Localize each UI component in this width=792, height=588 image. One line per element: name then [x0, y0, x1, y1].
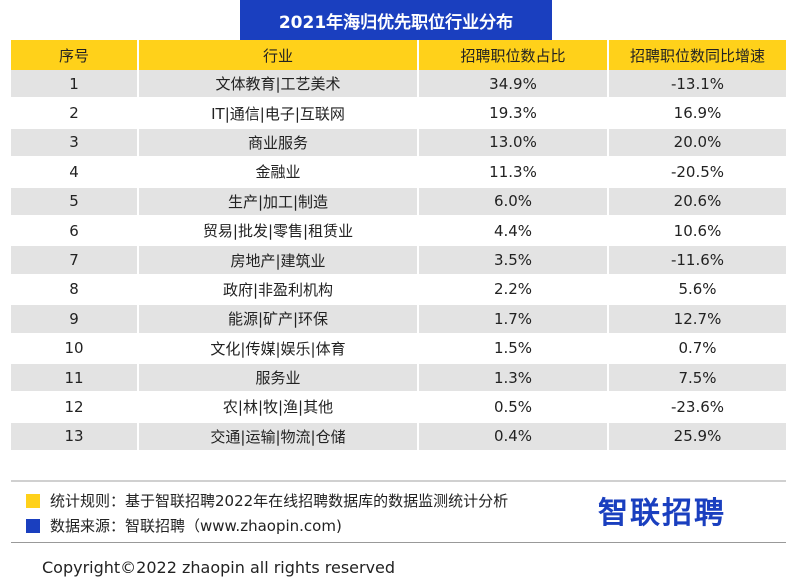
cell-industry: 房地产|建筑业: [139, 246, 419, 276]
table-row: 9 能源|矿产|环保 1.7% 12.7%: [11, 305, 786, 335]
cell-growth: 16.9%: [609, 99, 786, 129]
table-title: 2021年海归优先职位行业分布: [240, 0, 552, 40]
cell-index: 5: [11, 187, 139, 217]
table-row: 3 商业服务 13.0% 20.0%: [11, 128, 786, 159]
cell-index: 6: [11, 216, 139, 247]
cell-industry: 文化|传媒|娱乐|体育: [139, 334, 419, 364]
cell-share: 2.2%: [419, 275, 609, 306]
cell-index: 11: [11, 363, 139, 394]
cell-industry: 农|林|牧|渔|其他: [139, 393, 419, 423]
cell-industry: 交通|运输|物流|仓储: [139, 422, 419, 453]
cell-index: 13: [11, 422, 139, 453]
cell-growth: -20.5%: [609, 158, 786, 188]
cell-growth: 5.6%: [609, 275, 786, 306]
cell-share: 0.5%: [419, 393, 609, 423]
column-header-index: 序号: [11, 40, 139, 70]
table-row: 13 交通|运输|物流|仓储 0.4% 25.9%: [11, 422, 786, 453]
cell-index: 10: [11, 334, 139, 364]
cell-index: 8: [11, 275, 139, 306]
cell-industry: 生产|加工|制造: [139, 187, 419, 217]
column-header-share: 招聘职位数占比: [419, 40, 609, 70]
cell-industry: 能源|矿产|环保: [139, 305, 419, 335]
cell-share: 11.3%: [419, 158, 609, 188]
table-row: 12 农|林|牧|渔|其他 0.5% -23.6%: [11, 393, 786, 423]
cell-share: 4.4%: [419, 216, 609, 247]
cell-index: 2: [11, 99, 139, 129]
zhaopin-logo: 智联招聘: [598, 496, 726, 531]
yellow-square-icon: [26, 493, 40, 508]
cell-share: 34.9%: [419, 70, 609, 100]
cell-share: 1.5%: [419, 334, 609, 364]
copyright-text: Copyright©2022 zhaopin all rights reserv…: [42, 558, 396, 577]
cell-industry: 服务业: [139, 363, 419, 394]
notes-separator: [11, 480, 786, 482]
note-source-text: 数据来源：智联招聘（www.zhaopin.com): [50, 517, 342, 535]
cell-share: 1.3%: [419, 363, 609, 394]
cell-index: 4: [11, 158, 139, 188]
table-row: 11 服务业 1.3% 7.5%: [11, 363, 786, 394]
cell-growth: 25.9%: [609, 422, 786, 453]
cell-industry: 政府|非盈利机构: [139, 275, 419, 306]
cell-index: 9: [11, 305, 139, 335]
cell-growth: 12.7%: [609, 305, 786, 335]
cell-share: 13.0%: [419, 128, 609, 159]
blue-square-icon: [26, 518, 40, 533]
table-row: 7 房地产|建筑业 3.5% -11.6%: [11, 246, 786, 276]
cell-share: 3.5%: [419, 246, 609, 276]
cell-industry: 商业服务: [139, 128, 419, 159]
industry-table: 序号 行业 招聘职位数占比 招聘职位数同比增速 1 文体教育|工艺美术 34.9% -…: [11, 40, 786, 453]
cell-share: 6.0%: [419, 187, 609, 217]
table-row: 5 生产|加工|制造 6.0% 20.6%: [11, 187, 786, 217]
cell-share: 0.4%: [419, 422, 609, 453]
cell-index: 12: [11, 393, 139, 423]
table-row: 10 文化|传媒|娱乐|体育 1.5% 0.7%: [11, 334, 786, 364]
cell-growth: -11.6%: [609, 246, 786, 276]
cell-growth: -23.6%: [609, 393, 786, 423]
note-rule: 统计规则：基于智联招聘2022年在线招聘数据库的数据监测统计分析: [26, 490, 508, 511]
note-rule-text: 统计规则：基于智联招聘2022年在线招聘数据库的数据监测统计分析: [50, 492, 509, 510]
cell-industry: 金融业: [139, 158, 419, 188]
cell-growth: 0.7%: [609, 334, 786, 364]
table-row: 6 贸易|批发|零售|租赁业 4.4% 10.6%: [11, 216, 786, 247]
table-row: 4 金融业 11.3% -20.5%: [11, 158, 786, 188]
cell-share: 19.3%: [419, 99, 609, 129]
table-row: 2 IT|通信|电子|互联网 19.3% 16.9%: [11, 99, 786, 129]
cell-index: 7: [11, 246, 139, 276]
note-source: 数据来源：智联招聘（www.zhaopin.com): [26, 515, 342, 536]
footer-divider: [11, 542, 786, 543]
column-header-growth: 招聘职位数同比增速: [609, 40, 786, 70]
cell-industry: 文体教育|工艺美术: [139, 70, 419, 100]
cell-growth: 7.5%: [609, 363, 786, 394]
cell-index: 1: [11, 70, 139, 100]
cell-industry: IT|通信|电子|互联网: [139, 99, 419, 129]
cell-share: 1.7%: [419, 305, 609, 335]
table-row: 1 文体教育|工艺美术 34.9% -13.1%: [11, 70, 786, 100]
column-header-industry: 行业: [139, 40, 419, 70]
table-row: 8 政府|非盈利机构 2.2% 5.6%: [11, 275, 786, 306]
cell-industry: 贸易|批发|零售|租赁业: [139, 216, 419, 247]
cell-growth: 20.0%: [609, 128, 786, 159]
cell-growth: 20.6%: [609, 187, 786, 217]
table-header-row: 序号 行业 招聘职位数占比 招聘职位数同比增速: [11, 40, 786, 70]
cell-growth: 10.6%: [609, 216, 786, 247]
cell-growth: -13.1%: [609, 70, 786, 100]
cell-index: 3: [11, 128, 139, 159]
